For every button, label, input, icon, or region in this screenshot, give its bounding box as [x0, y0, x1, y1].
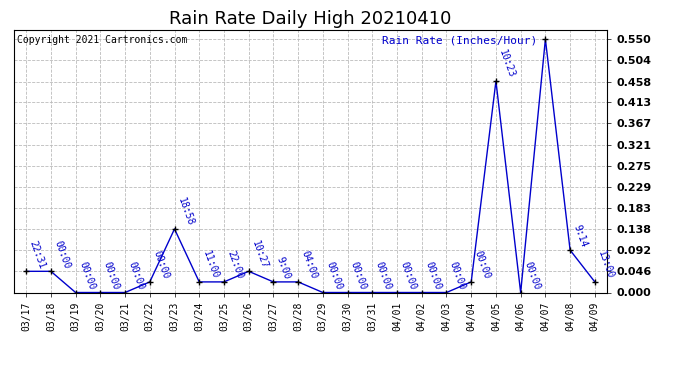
Text: 00:00: 00:00 [423, 260, 442, 291]
Text: 00:00: 00:00 [473, 249, 492, 280]
Text: 9:14: 9:14 [571, 223, 589, 249]
Text: 00:00: 00:00 [374, 260, 393, 291]
Text: 00:00: 00:00 [126, 260, 146, 291]
Text: 00:00: 00:00 [398, 260, 418, 291]
Text: 10:23: 10:23 [497, 49, 517, 80]
Text: 22:00: 22:00 [226, 249, 245, 280]
Text: 00:00: 00:00 [52, 239, 72, 270]
Text: 22:31: 22:31 [28, 239, 47, 270]
Text: Copyright 2021 Cartronics.com: Copyright 2021 Cartronics.com [17, 35, 187, 45]
Text: 18:58: 18:58 [176, 196, 195, 228]
Text: 00:00: 00:00 [349, 260, 368, 291]
Text: 00:00: 00:00 [324, 260, 344, 291]
Title: Rain Rate Daily High 20210410: Rain Rate Daily High 20210410 [169, 10, 452, 28]
Text: 00:00: 00:00 [151, 249, 170, 280]
Text: 9:00: 9:00 [275, 255, 293, 280]
Text: 13:00: 13:00 [596, 249, 615, 280]
Text: 04:00: 04:00 [299, 249, 319, 280]
Text: 11:00: 11:00 [201, 249, 220, 280]
Text: 00:00: 00:00 [448, 260, 467, 291]
Text: 10:27: 10:27 [250, 239, 270, 270]
Text: 00:00: 00:00 [77, 260, 97, 291]
Text: 00:00: 00:00 [101, 260, 121, 291]
Text: 00:00: 00:00 [522, 260, 542, 291]
Text: Rain Rate (Inches/Hour): Rain Rate (Inches/Hour) [382, 35, 537, 45]
